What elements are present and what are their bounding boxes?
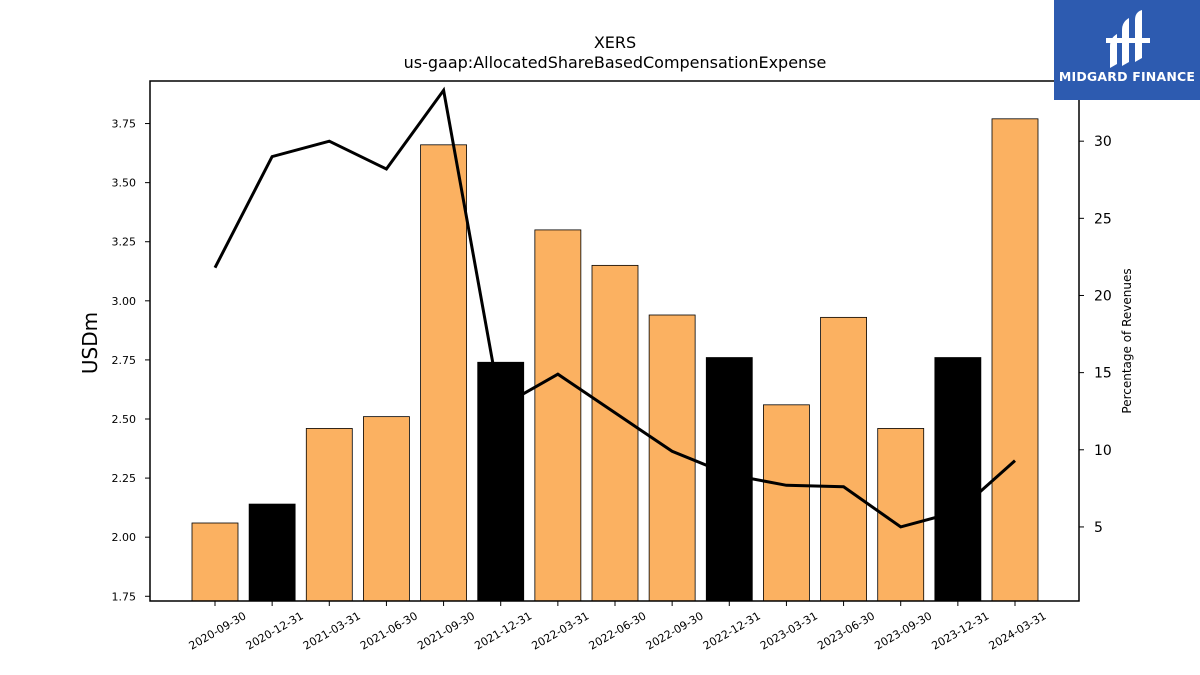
y2-tick-label: 30: [1094, 134, 1112, 150]
y2-axis-label: Percentage of Revenues: [1120, 268, 1134, 413]
x-tick-label: 2022-09-30: [644, 609, 706, 652]
bar: [363, 416, 410, 602]
x-tick-label: 2021-06-30: [358, 609, 420, 652]
y2-tick-label: 25: [1094, 211, 1112, 227]
x-tick-label: 2023-09-30: [872, 609, 934, 652]
bar: [534, 229, 582, 602]
bar: [820, 316, 867, 602]
y2-tick-label: 5: [1094, 520, 1103, 536]
x-tick-label: 2023-12-31: [929, 609, 991, 652]
bar: [991, 118, 1039, 602]
y2-tick-label: 20: [1094, 288, 1112, 304]
y-tick-label: 3.00: [112, 295, 137, 308]
y2-tick-label: 15: [1094, 366, 1112, 382]
bar: [591, 264, 639, 602]
y2-tick-label: 10: [1094, 443, 1112, 459]
x-tick-label: 2024-03-31: [987, 609, 1049, 652]
y-tick-label: 1.75: [112, 590, 137, 603]
series-line: [213, 86, 1016, 529]
x-tick-label: 2021-12-31: [472, 609, 534, 652]
x-tick-label: 2023-03-31: [758, 609, 820, 652]
bar: [248, 503, 296, 602]
x-tick-label: 2021-03-31: [301, 609, 363, 652]
line-group: [213, 86, 1016, 529]
y-tick-label: 3.50: [112, 177, 137, 190]
x-tick-label: 2022-12-31: [701, 609, 763, 652]
x-tick-label: 2020-09-30: [187, 609, 249, 652]
y-tick-label: 3.25: [112, 236, 137, 249]
x-tick-label: 2022-03-31: [529, 609, 591, 652]
x-tick-label: 2022-06-30: [587, 609, 649, 652]
bar: [420, 144, 467, 602]
y-tick-label: 2.75: [112, 354, 137, 367]
y-tick-label: 2.50: [112, 413, 137, 426]
x-tick-label: 2020-12-31: [244, 609, 306, 652]
bar: [705, 357, 753, 602]
logo-mark-icon: [1106, 10, 1150, 68]
midgard-finance-logo: MIDGARD FINANCE: [1054, 0, 1200, 100]
x-tick-label: 2021-09-30: [415, 609, 477, 652]
y-tick-label: 2.00: [112, 531, 137, 544]
bar: [763, 404, 810, 602]
chart-title: XERS: [594, 33, 636, 52]
y-tick-label: 3.75: [112, 118, 137, 131]
bar: [305, 428, 353, 602]
y-tick-label: 2.25: [112, 472, 137, 485]
chart-subtitle: us-gaap:AllocatedShareBasedCompensationE…: [404, 53, 827, 72]
logo-text: MIDGARD FINANCE: [1058, 69, 1196, 84]
x-tick-label: 2023-06-30: [815, 609, 877, 652]
bar-group: [191, 118, 1039, 602]
y-axis-label: USDm: [78, 312, 102, 374]
bar: [191, 522, 239, 602]
bar: [934, 357, 982, 602]
